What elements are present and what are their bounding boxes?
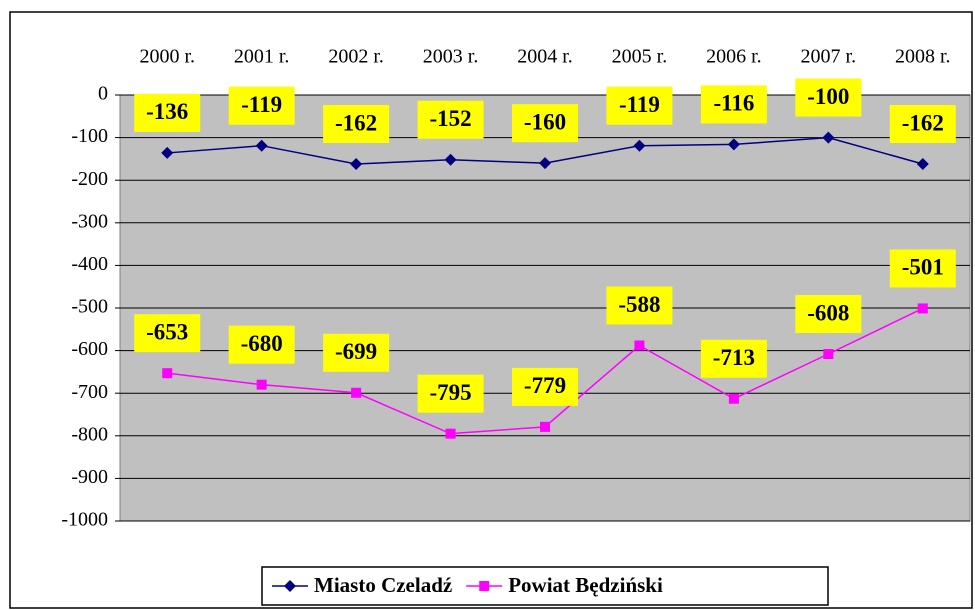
marker (445, 428, 456, 439)
data-label-box (795, 78, 862, 117)
y-tick-label: -700 (71, 381, 108, 403)
data-label: -119 (241, 92, 282, 117)
marker (728, 393, 739, 404)
marker (162, 368, 173, 379)
data-label: -699 (335, 339, 377, 364)
data-label-box (700, 339, 767, 378)
marker (823, 349, 834, 360)
data-label: -779 (524, 373, 566, 398)
marker (634, 340, 645, 351)
y-tick-label: -300 (71, 210, 108, 232)
marker (539, 157, 551, 170)
marker (284, 580, 296, 592)
data-label: -116 (713, 91, 754, 116)
marker (540, 421, 550, 432)
y-tick-label: -500 (71, 296, 108, 318)
legend-label: Miasto Czeladź (314, 573, 452, 597)
data-label-box (889, 105, 956, 144)
legend-label: Powiat Będziński (508, 573, 663, 597)
data-label-box (134, 93, 201, 132)
data-label: -162 (902, 110, 944, 135)
data-label-box (228, 86, 295, 125)
marker (256, 379, 267, 390)
marker (161, 146, 174, 159)
data-label-box (323, 333, 390, 372)
data-label-box (512, 104, 578, 143)
marker (350, 158, 363, 171)
marker (822, 131, 835, 144)
y-tick-label: -600 (71, 338, 108, 360)
marker (479, 581, 490, 591)
marker (727, 138, 740, 151)
data-label-box (417, 100, 484, 139)
x-tick-label: 2007 r. (801, 46, 857, 68)
x-tick-label: 2002 r. (328, 46, 384, 68)
marker (255, 139, 268, 152)
data-label: -588 (618, 292, 660, 317)
data-label: -119 (619, 92, 660, 117)
data-label-box (512, 367, 578, 406)
x-tick-label: 2000 r. (139, 46, 195, 68)
data-label: -152 (429, 106, 471, 131)
data-label: -680 (241, 331, 283, 356)
data-label: -136 (146, 99, 188, 124)
legend-box (261, 566, 829, 606)
x-tick-label: 2008 r. (895, 46, 951, 68)
marker (916, 158, 929, 171)
x-tick-label: 2001 r. (234, 46, 290, 68)
data-label-box (606, 286, 673, 325)
data-label-box (889, 249, 956, 288)
y-tick-label: -800 (71, 423, 108, 445)
data-label-box (323, 105, 390, 144)
data-label-box (606, 86, 673, 125)
marker (444, 153, 457, 166)
x-tick-label: 2004 r. (517, 46, 573, 68)
data-label: -162 (335, 110, 377, 135)
data-label: -608 (807, 300, 849, 325)
data-label-box (417, 374, 484, 413)
y-tick-label: -900 (71, 466, 108, 488)
data-label-box (134, 314, 201, 353)
y-tick-label: -400 (71, 253, 108, 275)
marker (917, 303, 928, 314)
data-label: -100 (807, 84, 849, 109)
y-tick-label: 0 (98, 83, 108, 105)
data-label: -713 (713, 345, 755, 370)
marker (351, 387, 362, 398)
y-tick-label: -200 (71, 168, 108, 190)
x-tick-label: 2006 r. (706, 46, 762, 68)
x-tick-label: 2005 r. (612, 46, 668, 68)
data-label: -653 (146, 319, 188, 344)
y-tick-label: -100 (71, 125, 108, 147)
x-tick-label: 2003 r. (423, 46, 479, 68)
data-label: -160 (524, 109, 566, 134)
data-label: -501 (902, 255, 944, 280)
y-tick-label: -1000 (61, 509, 108, 531)
data-label-box (700, 85, 767, 124)
data-label: -795 (429, 380, 471, 405)
data-label-box (795, 295, 862, 334)
marker (633, 139, 646, 152)
data-label-box (228, 325, 295, 364)
